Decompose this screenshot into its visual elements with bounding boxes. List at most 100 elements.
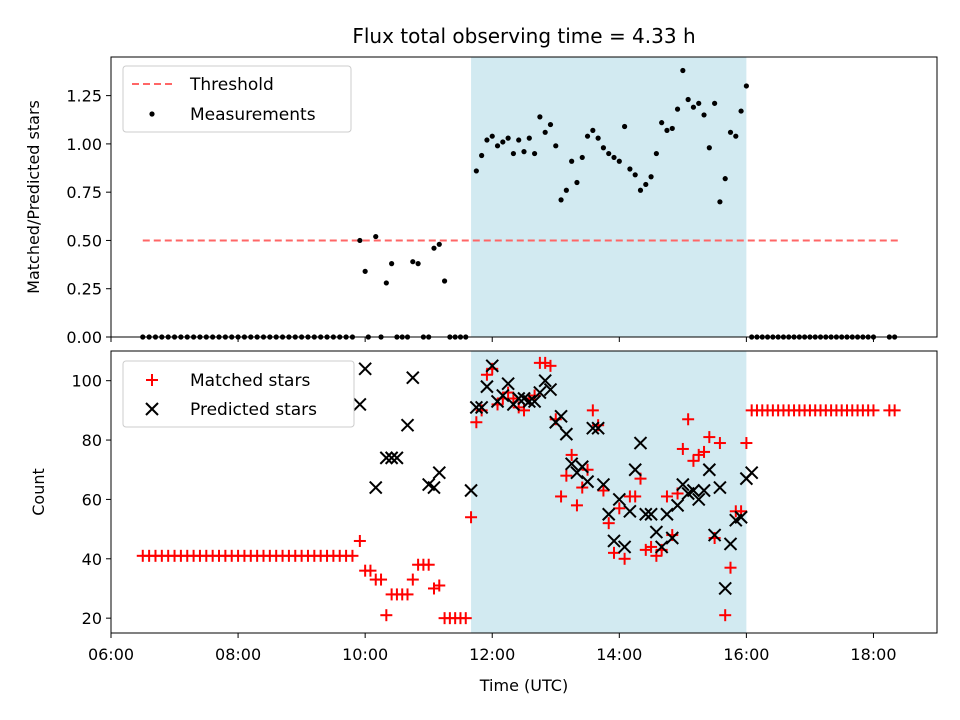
measurement-point — [669, 125, 675, 132]
matched-star-point — [613, 502, 626, 515]
measurement-point — [632, 172, 638, 178]
matched-star-point — [401, 588, 414, 601]
measurement-point — [717, 199, 723, 205]
measurement-point — [362, 268, 368, 274]
top-legend: Threshold Measurements — [122, 65, 352, 133]
x-tick-label: 08:00 — [215, 645, 261, 664]
x-tick-label: 12:00 — [469, 645, 515, 664]
matched-star-point — [682, 413, 695, 426]
predicted-star-point — [384, 451, 399, 465]
measurement-point — [584, 133, 591, 139]
predicted-star-point — [654, 540, 669, 554]
matched-star-point — [427, 582, 440, 595]
measurement-point — [622, 123, 628, 130]
predicted-star-point — [543, 382, 558, 397]
predicted-star-point — [602, 507, 616, 521]
legend-measurements-swatch — [149, 111, 155, 117]
measurement-point — [648, 174, 654, 180]
predicted-star-point — [464, 483, 478, 498]
measurement-point — [441, 278, 448, 284]
legend-predicted-label: Predicted stars — [190, 400, 317, 420]
top-y-ticks: 0.00 0.25 0.50 0.75 1.00 1.25 — [66, 87, 111, 347]
top-shaded-span — [471, 57, 747, 337]
measurement-point — [653, 150, 659, 157]
matched-star-point — [560, 469, 573, 482]
measurement-point — [727, 129, 734, 135]
measurement-point — [738, 108, 744, 114]
measurement-point — [674, 106, 681, 112]
legend-measurements-label: Measurements — [190, 105, 316, 125]
measurement-point — [516, 137, 522, 143]
matched-star-point — [465, 511, 478, 524]
measurement-point — [484, 137, 490, 143]
measurement-point — [600, 145, 607, 151]
matched-star-point — [364, 564, 377, 577]
bottom-x-ticks: 06:00 08:00 10:00 12:00 14:00 16:00 18:00 — [88, 633, 897, 664]
top-y-tick-label: 0.50 — [66, 231, 102, 250]
predicted-star-point — [564, 457, 579, 471]
predicted-star-point — [607, 534, 621, 548]
top-y-axis-label: Matched/Predicted stars — [24, 100, 43, 294]
predicted-star-point — [485, 359, 499, 373]
top-y-tick-label: 0.75 — [66, 183, 102, 202]
top-x-ticks — [110, 337, 874, 342]
measurement-point — [489, 133, 495, 139]
predicted-star-point — [670, 498, 685, 513]
measurement-point — [383, 280, 389, 286]
measurement-point — [473, 168, 479, 174]
predicted-star-point — [369, 480, 383, 495]
matched-star-point — [703, 431, 716, 444]
matched-star-point — [602, 517, 615, 530]
matched-star-point — [660, 490, 673, 503]
bottom-legend-box — [122, 360, 355, 428]
legend-matched-label: Matched stars — [190, 371, 310, 391]
measurement-point — [373, 233, 379, 240]
predicted-star-point — [702, 463, 717, 477]
matched-star-point — [422, 558, 435, 571]
matched-star-point — [433, 579, 446, 592]
bottom-axes-frame — [110, 350, 938, 634]
matched-star-point — [565, 448, 578, 461]
matched-star-point — [502, 386, 515, 399]
matched-star-point — [375, 573, 388, 586]
measurement-point — [357, 237, 363, 244]
matched-star-point — [713, 437, 726, 450]
predicted-star-point — [676, 477, 690, 492]
matched-star-point — [687, 454, 700, 467]
measurement-point — [500, 139, 506, 145]
measurement-point — [558, 197, 564, 203]
predicted-star-point — [511, 391, 526, 406]
predicted-star-point — [527, 394, 542, 409]
predicted-star-point — [390, 451, 404, 465]
bottom-y-tick-label: 80 — [82, 431, 102, 450]
measurement-point — [664, 127, 670, 133]
bottom-panel: 20 40 60 80 100 06:00 08:00 10:00 12:00 14:00 16:… — [29, 350, 938, 695]
measurement-point — [563, 187, 569, 193]
predicted-star-point — [432, 465, 446, 480]
measurement-point — [510, 150, 517, 157]
matched-star-point — [724, 561, 737, 574]
predicted-star-point — [358, 362, 372, 376]
measurement-point — [701, 112, 707, 118]
predicted-star-point — [639, 507, 653, 521]
predicted-star-point — [559, 427, 574, 441]
predicted-star-point — [379, 451, 394, 465]
matched-star-point — [544, 359, 557, 372]
predicted-star-point — [400, 418, 415, 432]
matched-star-point — [629, 490, 642, 503]
predicted-star-point — [533, 385, 547, 400]
measurement-point — [659, 120, 665, 126]
predicted-star-point — [692, 492, 706, 507]
x-axis-label: Time (UTC) — [479, 676, 568, 695]
count-points — [136, 356, 901, 625]
predicted-star-point — [469, 400, 484, 415]
predicted-star-point — [406, 371, 420, 385]
measurement-point — [505, 135, 511, 141]
chart-title: Flux total observing time = 4.33 h — [352, 24, 695, 48]
predicted-star-point — [522, 394, 537, 409]
matched-star-point — [539, 356, 552, 369]
predicted-star-point — [496, 388, 510, 403]
predicted-star-point — [612, 492, 627, 507]
measurement-point — [611, 154, 617, 161]
predicted-star-point — [617, 540, 632, 554]
